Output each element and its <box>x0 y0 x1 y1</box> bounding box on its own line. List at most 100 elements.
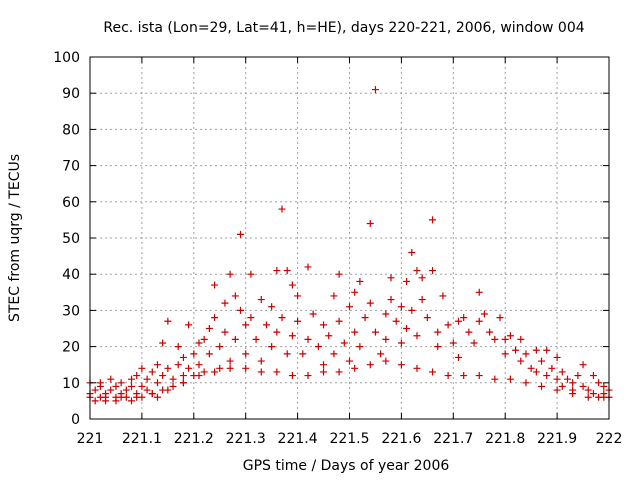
data-point <box>382 335 390 343</box>
data-point <box>211 314 219 322</box>
data-point <box>148 390 156 398</box>
data-point <box>164 317 172 325</box>
data-point <box>444 372 452 380</box>
data-point <box>527 364 535 372</box>
data-point <box>117 393 125 401</box>
x-tick-label: 221.8 <box>485 431 525 447</box>
data-point <box>107 375 115 383</box>
data-point <box>159 339 167 347</box>
y-tick-label: 50 <box>62 231 80 247</box>
data-point <box>153 393 161 401</box>
data-point <box>449 339 457 347</box>
data-point <box>262 321 270 329</box>
data-point <box>143 375 151 383</box>
data-point <box>470 339 478 347</box>
data-point <box>226 357 234 365</box>
data-point <box>294 317 302 325</box>
data-point <box>512 346 520 354</box>
data-point <box>252 335 260 343</box>
data-point <box>304 263 312 271</box>
data-point <box>179 372 187 380</box>
data-point <box>418 274 426 282</box>
data-point <box>371 328 379 336</box>
data-point <box>356 343 364 351</box>
data-point <box>429 216 437 224</box>
data-point <box>413 267 421 275</box>
data-point <box>491 375 499 383</box>
axis-ticks: 221 221.1 221.2 221.3 221.4 221.5 221.6 221.7 22… <box>53 50 622 447</box>
data-point <box>299 350 307 358</box>
data-point <box>216 343 224 351</box>
data-point <box>351 288 359 296</box>
data-point <box>200 368 208 376</box>
data-point <box>283 350 291 358</box>
data-point <box>257 296 265 304</box>
y-tick-label: 60 <box>62 195 80 211</box>
data-point <box>174 343 182 351</box>
data-point <box>434 328 442 336</box>
data-point <box>475 288 483 296</box>
data-point <box>211 368 219 376</box>
data-point <box>242 364 250 372</box>
data-point <box>200 335 208 343</box>
data-point <box>475 372 483 380</box>
data-point <box>320 368 328 376</box>
data-point <box>346 357 353 365</box>
data-point <box>195 339 203 347</box>
data-point <box>96 379 104 387</box>
x-tick-label: 221.7 <box>433 431 473 447</box>
data-point <box>403 325 411 332</box>
data-point <box>340 339 348 347</box>
data-point <box>179 379 187 387</box>
data-point <box>278 205 286 213</box>
data-point <box>392 317 400 325</box>
data-point <box>164 364 172 372</box>
data-point <box>138 364 146 372</box>
y-tick-label: 10 <box>62 376 80 392</box>
data-point <box>454 353 462 361</box>
data-point <box>325 332 333 340</box>
data-point <box>257 357 265 365</box>
data-point <box>268 303 276 311</box>
data-point <box>283 267 291 275</box>
grid <box>90 57 609 419</box>
data-point <box>496 314 504 322</box>
data-point <box>579 382 587 390</box>
data-point <box>169 382 177 390</box>
data-point <box>377 350 385 358</box>
data-point <box>242 350 250 358</box>
data-point <box>423 314 431 322</box>
data-point <box>569 379 577 387</box>
data-point <box>273 368 281 376</box>
data-point <box>237 230 245 238</box>
data-point <box>330 350 338 358</box>
data-point <box>408 248 416 256</box>
data-point <box>231 335 239 343</box>
data-point <box>454 317 462 325</box>
data-point <box>174 361 182 369</box>
y-tick-label: 40 <box>62 267 80 283</box>
data-point <box>195 361 203 369</box>
data-point <box>128 375 136 383</box>
data-point <box>538 357 546 365</box>
data-point <box>387 296 395 304</box>
y-tick-label: 30 <box>62 303 80 319</box>
data-point <box>584 393 592 401</box>
data-point <box>133 372 141 380</box>
data-point <box>532 346 540 354</box>
data-point <box>600 382 608 390</box>
data-point <box>589 390 597 398</box>
data-point <box>247 314 255 322</box>
data-point <box>294 292 302 300</box>
data-point <box>117 379 125 387</box>
data-point <box>133 393 141 401</box>
data-point <box>179 353 187 361</box>
data-point <box>413 332 421 340</box>
data-point <box>403 277 411 285</box>
data-point <box>288 281 296 289</box>
y-tick-label: 80 <box>62 122 80 138</box>
data-point <box>231 292 239 300</box>
data-point <box>460 314 468 322</box>
data-point <box>268 343 276 351</box>
data-point <box>371 86 379 94</box>
